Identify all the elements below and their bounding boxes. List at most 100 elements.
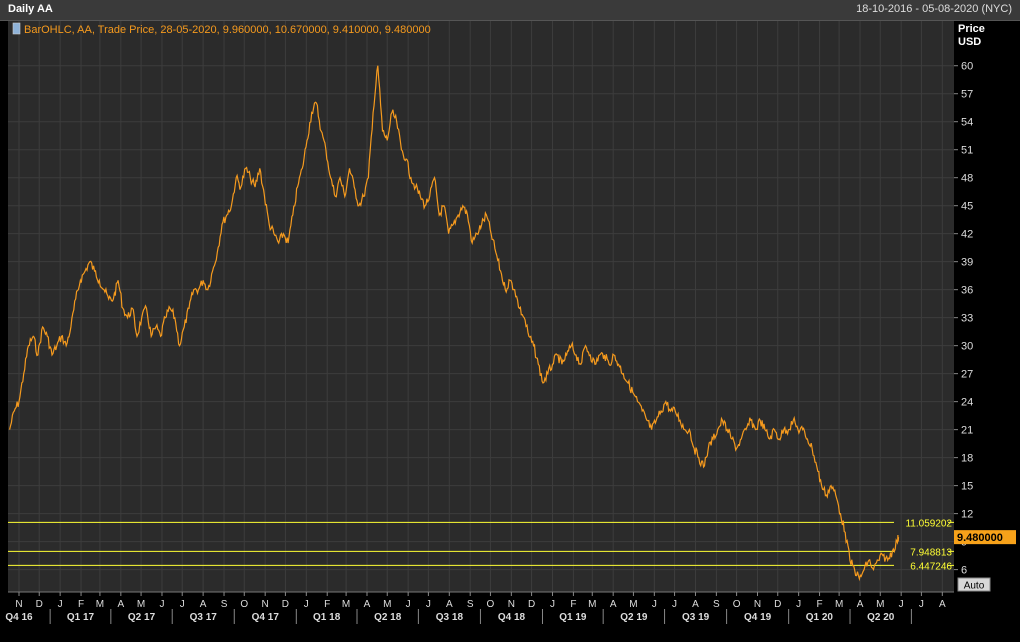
last-price-box — [954, 530, 1016, 545]
y-axis-label-currency: USD — [958, 36, 981, 48]
month-label: J — [406, 599, 411, 610]
month-label: M — [383, 599, 391, 610]
y-tick-label: 57 — [961, 89, 973, 101]
month-label: M — [342, 599, 350, 610]
month-label: J — [550, 599, 555, 610]
month-label: J — [304, 599, 309, 610]
quarter-label: Q1 20 — [806, 612, 834, 623]
quarter-label: Q4 19 — [744, 612, 772, 623]
y-tick-label: 48 — [961, 173, 973, 185]
month-label: F — [324, 599, 330, 610]
month-label: M — [588, 599, 596, 610]
month-label: F — [570, 599, 576, 610]
horizontal-line-labels: 11.059202 7.948813 6.447246 — [905, 518, 952, 572]
quarter-label: Q2 20 — [867, 612, 895, 623]
quarter-label: Q1 18 — [313, 612, 341, 623]
month-label: J — [58, 599, 63, 610]
y-tick-label: 18 — [961, 453, 973, 465]
horizontal-line-label: 6.447246 — [910, 561, 952, 572]
plot-area — [8, 20, 954, 592]
vertical-grid — [18, 20, 943, 592]
month-label: N — [508, 599, 515, 610]
y-tick-label: 12 — [961, 509, 973, 521]
month-label: O — [733, 599, 741, 610]
month-label: S — [713, 599, 720, 610]
y-tick-label: 60 — [961, 61, 973, 73]
month-label: J — [426, 599, 431, 610]
quarter-label: Q2 19 — [620, 612, 648, 623]
month-label: A — [200, 599, 207, 610]
month-label: M — [137, 599, 145, 610]
quarter-label: Q4 16 — [5, 612, 33, 623]
month-label: M — [835, 599, 843, 610]
quarter-label: Q4 17 — [252, 612, 280, 623]
month-label: S — [221, 599, 228, 610]
month-label: J — [180, 599, 185, 610]
month-label: D — [36, 599, 43, 610]
month-label: S — [467, 599, 474, 610]
month-label: A — [118, 599, 125, 610]
x-axis-quarter-labels: Q4 16 Q1 17 Q2 17 Q3 17 Q4 17 Q1 18 Q2 18 Q3 18… — [5, 609, 912, 624]
quarter-label: Q1 17 — [67, 612, 95, 623]
y-tick-label: 30 — [961, 341, 973, 353]
y-tick-label: 39 — [961, 257, 973, 269]
quarter-label: Q4 18 — [498, 612, 526, 623]
quarter-label: Q3 18 — [436, 612, 464, 623]
month-label: A — [857, 599, 864, 610]
quarter-label: Q2 18 — [374, 612, 402, 623]
month-label: O — [240, 599, 248, 610]
auto-button-label[interactable]: Auto — [964, 581, 985, 592]
auto-button[interactable]: Auto — [957, 577, 991, 592]
month-label: A — [692, 599, 699, 610]
window-title: Daily AA — [8, 3, 53, 15]
quarter-label: Q1 19 — [559, 612, 587, 623]
y-tick-label: 51 — [961, 145, 973, 157]
quarter-label: Q3 19 — [682, 612, 710, 623]
y-tick-label: 36 — [961, 285, 973, 297]
horizontal-grid — [8, 65, 954, 571]
month-label: D — [528, 599, 535, 610]
month-label: J — [796, 599, 801, 610]
month-label: N — [262, 599, 269, 610]
month-label: M — [629, 599, 637, 610]
quarter-label: Q3 17 — [190, 612, 218, 623]
y-tick-label: 15 — [961, 481, 973, 493]
month-label: J — [652, 599, 657, 610]
horizontal-line-label: 7.948813 — [910, 547, 952, 558]
horizontal-line-label: 11.059202 — [905, 518, 952, 529]
month-label: N — [15, 599, 22, 610]
price-series-line — [9, 65, 900, 582]
last-price-label: 9.480000 — [957, 532, 1003, 544]
y-tick-label: 27 — [961, 369, 973, 381]
y-tick-label: 21 — [961, 425, 973, 437]
month-label: A — [939, 599, 946, 610]
quarter-label: Q2 17 — [128, 612, 156, 623]
month-label: A — [446, 599, 453, 610]
month-label: J — [672, 599, 677, 610]
month-label: N — [754, 599, 761, 610]
month-label: J — [159, 599, 164, 610]
month-label: J — [899, 599, 904, 610]
month-label: F — [78, 599, 84, 610]
y-tick-label: 6 — [961, 565, 967, 577]
y-tick-label: 54 — [961, 117, 973, 129]
y-tick-label: 24 — [961, 397, 973, 409]
month-label: F — [817, 599, 823, 610]
month-label: M — [96, 599, 104, 610]
y-axis-label-price: Price — [958, 23, 985, 35]
y-axis-background — [954, 20, 1020, 592]
date-range: 18-10-2016 - 05-08-2020 (NYC) — [856, 3, 1012, 15]
y-tick-label: 33 — [961, 313, 973, 325]
month-label: A — [610, 599, 617, 610]
month-label: J — [919, 599, 924, 610]
y-tick-label: 45 — [961, 201, 973, 213]
y-tick-label: 42 — [961, 229, 973, 241]
last-price-tag: 9.480000 — [954, 530, 1016, 545]
month-label: A — [364, 599, 371, 610]
title-bar: Daily AA 18-10-2016 - 05-08-2020 (NYC) — [0, 0, 1020, 21]
month-label: O — [487, 599, 495, 610]
month-label: D — [282, 599, 289, 610]
